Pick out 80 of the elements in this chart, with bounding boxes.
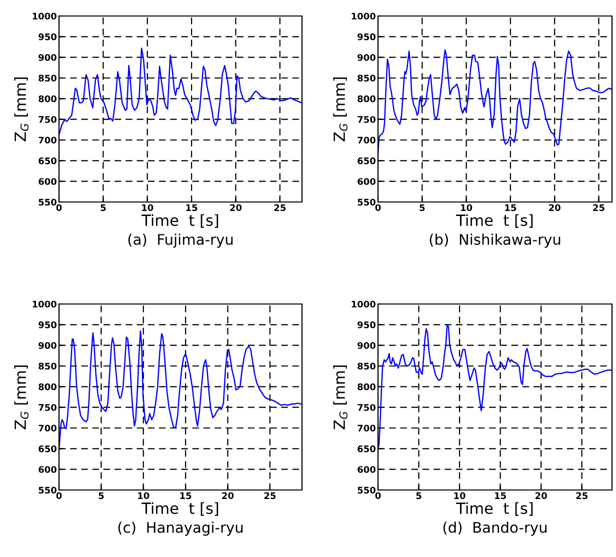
y-tick-label: 550 — [38, 198, 56, 206]
y-tick-label: 750 — [358, 116, 376, 123]
y-axis-title: Z$_{G}$ [mm] — [14, 365, 28, 430]
y-axis-title: Z$_{G}$ [mm] — [333, 365, 348, 430]
y-tick-label: 1000 — [32, 12, 56, 20]
line-series — [59, 48, 302, 136]
y-tick-label: 1000 — [32, 300, 56, 308]
y-tick-label: 650 — [358, 445, 376, 452]
x-tick-label: 0 — [375, 492, 381, 500]
x-tick-label: 15 — [505, 204, 516, 212]
x-axis-title: Time t [s] — [142, 214, 218, 228]
line-series — [378, 324, 612, 450]
y-tick-label: 550 — [358, 486, 376, 494]
text: (d) Bando-ryu — [443, 522, 547, 536]
y-tick-label: 600 — [358, 178, 376, 185]
y-tick-label: 1000 — [352, 12, 376, 20]
y-tick-label: 950 — [358, 321, 376, 328]
y-tick-label: 750 — [38, 116, 56, 123]
x-axis-title: Time t [s] — [456, 502, 533, 516]
y-axis-title: Z$_{G}$ [mm] — [333, 77, 348, 142]
y-tick-label: 700 — [38, 424, 56, 432]
y-tick-label: 800 — [38, 383, 56, 390]
text: (b) Nishikawa-ryu — [430, 234, 560, 248]
x-tick-label: 5 — [100, 204, 106, 212]
x-tick-label: 0 — [56, 492, 62, 500]
y-tick-label: 800 — [38, 95, 56, 102]
x-tick-label: 5 — [416, 492, 422, 500]
line-series — [378, 49, 612, 154]
x-tick-label: 0 — [375, 204, 381, 212]
y-tick-label: 650 — [38, 445, 56, 452]
x-tick-label: 20 — [230, 204, 242, 212]
text: (a) Fujima-ryu — [128, 234, 233, 248]
x-tick-label: 25 — [274, 204, 286, 212]
y-tick-label: 600 — [358, 466, 376, 473]
y-tick-label: 900 — [358, 54, 376, 61]
x-axis-title: Time t [s] — [456, 214, 533, 228]
y-tick-label: 850 — [38, 74, 56, 82]
x-tick-label: 25 — [264, 492, 276, 500]
x-tick-label: 25 — [576, 492, 588, 500]
y-tick-label: 600 — [38, 178, 56, 185]
y-tick-label: 950 — [38, 33, 56, 40]
y-tick-label: 750 — [38, 404, 56, 411]
y-tick-label: 900 — [358, 342, 376, 349]
line-series — [59, 330, 302, 450]
y-tick-label: 650 — [358, 157, 376, 164]
y-tick-label: 950 — [38, 321, 56, 328]
y-axis-title: Z$_{G}$ [mm] — [14, 77, 28, 142]
y-tick-label: 750 — [358, 404, 376, 411]
y-tick-label: 800 — [358, 383, 376, 390]
x-tick-label: 20 — [549, 204, 560, 212]
x-tick-label: 15 — [186, 204, 198, 212]
x-tick-label: 15 — [180, 492, 192, 500]
y-tick-label: 700 — [38, 136, 56, 144]
y-tick-label: 550 — [358, 198, 376, 206]
y-tick-label: 800 — [358, 95, 376, 102]
y-tick-label: 700 — [358, 136, 376, 144]
x-axis-title: Time t [s] — [142, 502, 218, 516]
y-tick-label: 700 — [358, 424, 376, 432]
y-tick-label: 600 — [38, 466, 56, 473]
x-tick-label: 0 — [56, 204, 62, 212]
y-tick-label: 550 — [38, 486, 56, 494]
x-tick-label: 10 — [454, 492, 466, 500]
x-tick-label: 20 — [222, 492, 234, 500]
y-tick-label: 900 — [38, 54, 56, 61]
y-tick-label: 900 — [38, 342, 56, 349]
y-tick-label: 850 — [358, 74, 376, 82]
x-tick-label: 5 — [420, 204, 425, 212]
y-tick-label: 850 — [38, 362, 56, 370]
y-tick-label: 650 — [38, 157, 56, 164]
x-tick-label: 15 — [495, 492, 506, 500]
text: (c) Hanayagi-ryu — [118, 522, 243, 536]
y-tick-label: 1000 — [352, 300, 376, 308]
x-tick-label: 20 — [536, 492, 547, 500]
x-tick-label: 10 — [142, 204, 154, 212]
y-tick-label: 950 — [358, 33, 376, 40]
x-tick-label: 10 — [138, 492, 150, 500]
x-tick-label: 25 — [593, 204, 604, 212]
x-tick-label: 10 — [461, 204, 472, 212]
y-tick-label: 850 — [358, 362, 376, 370]
x-tick-label: 5 — [98, 492, 104, 500]
